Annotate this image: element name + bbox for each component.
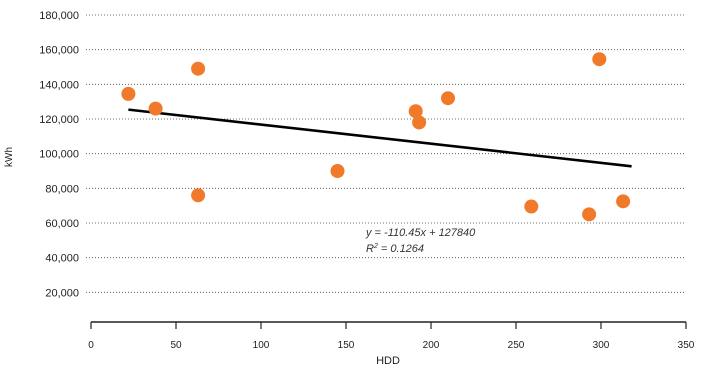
r-squared-symbol: R (366, 243, 374, 255)
y-axis-title: kWh (4, 147, 15, 167)
y-tick-label: 160,000 (39, 45, 79, 57)
x-tick-label: 100 (253, 340, 270, 351)
y-tick-label: 100,000 (39, 149, 79, 161)
y-tick-label: 40,000 (45, 253, 79, 265)
x-tick-label: 200 (423, 340, 440, 351)
data-point (330, 164, 345, 178)
x-axis-title: HDD (376, 355, 400, 367)
trendline-equation: y = -110.45x + 127840 (365, 227, 476, 239)
x-tick-label: 300 (593, 340, 610, 351)
r-squared-value: = 0.1264 (378, 243, 424, 255)
data-point (121, 86, 136, 101)
data-point (582, 207, 597, 222)
y-tick-label: 180,000 (39, 10, 79, 22)
x-axis (90, 321, 687, 329)
x-tick-label: 50 (170, 340, 182, 351)
r-squared-label: R2 = 0.1264 (366, 243, 424, 255)
data-point (524, 199, 539, 214)
x-axis-tick-labels: 0 50 100 150 200 250 300 350 (88, 340, 695, 351)
grid-lines (86, 14, 686, 293)
y-tick-label: 20,000 (45, 287, 79, 299)
x-tick-label: 150 (338, 340, 355, 351)
x-tick-label: 250 (508, 340, 525, 351)
trendline-group (128, 108, 632, 168)
y-tick-label: 120,000 (39, 114, 79, 126)
x-tick-label: 350 (678, 340, 695, 351)
y-tick-label: 80,000 (45, 183, 79, 195)
data-point (441, 91, 455, 106)
y-axis-tick-labels: 20,000 40,000 60,000 80,000 100,000 120,000 14… (39, 10, 79, 299)
x-tick-label: 0 (88, 340, 94, 351)
y-tick-label: 140,000 (39, 79, 79, 91)
data-point (191, 61, 206, 76)
data-points (121, 52, 631, 222)
y-tick-label: 60,000 (45, 218, 79, 230)
r-squared-superscript: 2 (373, 243, 378, 250)
trendline (128, 108, 632, 168)
data-point (148, 101, 163, 116)
data-point (592, 52, 607, 67)
data-point (191, 188, 206, 203)
data-point (408, 104, 423, 119)
data-point (616, 194, 631, 209)
data-point (412, 115, 427, 130)
